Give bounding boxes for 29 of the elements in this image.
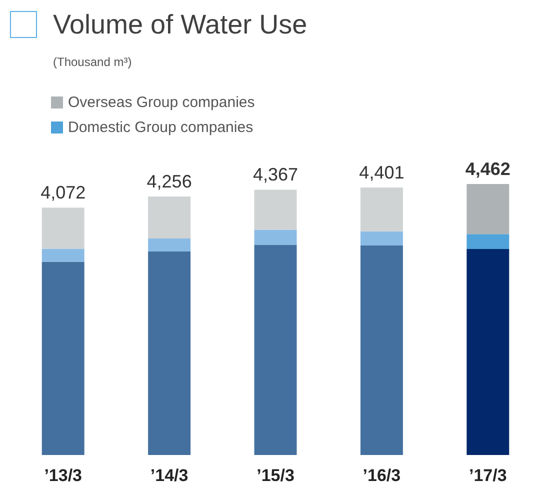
chart-subtitle: (Thousand m³): [53, 55, 132, 69]
bar: [42, 208, 84, 249]
bar: [254, 230, 297, 245]
chart-title: Volume of Water Use: [53, 10, 308, 40]
x-tick-label: ’14/3: [150, 466, 188, 485]
x-tick-label: ’16/3: [362, 466, 401, 485]
x-tick-label: ’17/3: [468, 466, 507, 485]
bar: [466, 249, 510, 455]
bar: [148, 251, 191, 455]
bar: [360, 231, 403, 246]
annotation: 4,367: [252, 164, 298, 185]
bar: [254, 190, 297, 230]
annotation: 4,072: [40, 182, 86, 203]
annotation: 4,462: [465, 159, 510, 179]
bar: [254, 244, 297, 455]
bar: [466, 184, 510, 234]
bar: [42, 262, 84, 455]
bar: [360, 246, 403, 455]
x-tick-label: ’13/3: [44, 466, 82, 485]
bar: [466, 234, 510, 250]
bar: [360, 188, 403, 232]
x-tick-label: ’15/3: [256, 466, 294, 485]
annotation: 4,256: [146, 171, 192, 192]
bar: [148, 196, 191, 238]
legend-label: Domestic Group companies: [68, 119, 254, 136]
bar: [42, 248, 84, 262]
annotation: 4,401: [359, 162, 404, 183]
bar: [148, 238, 191, 252]
legend-label: Overseas Group companies: [68, 94, 255, 111]
